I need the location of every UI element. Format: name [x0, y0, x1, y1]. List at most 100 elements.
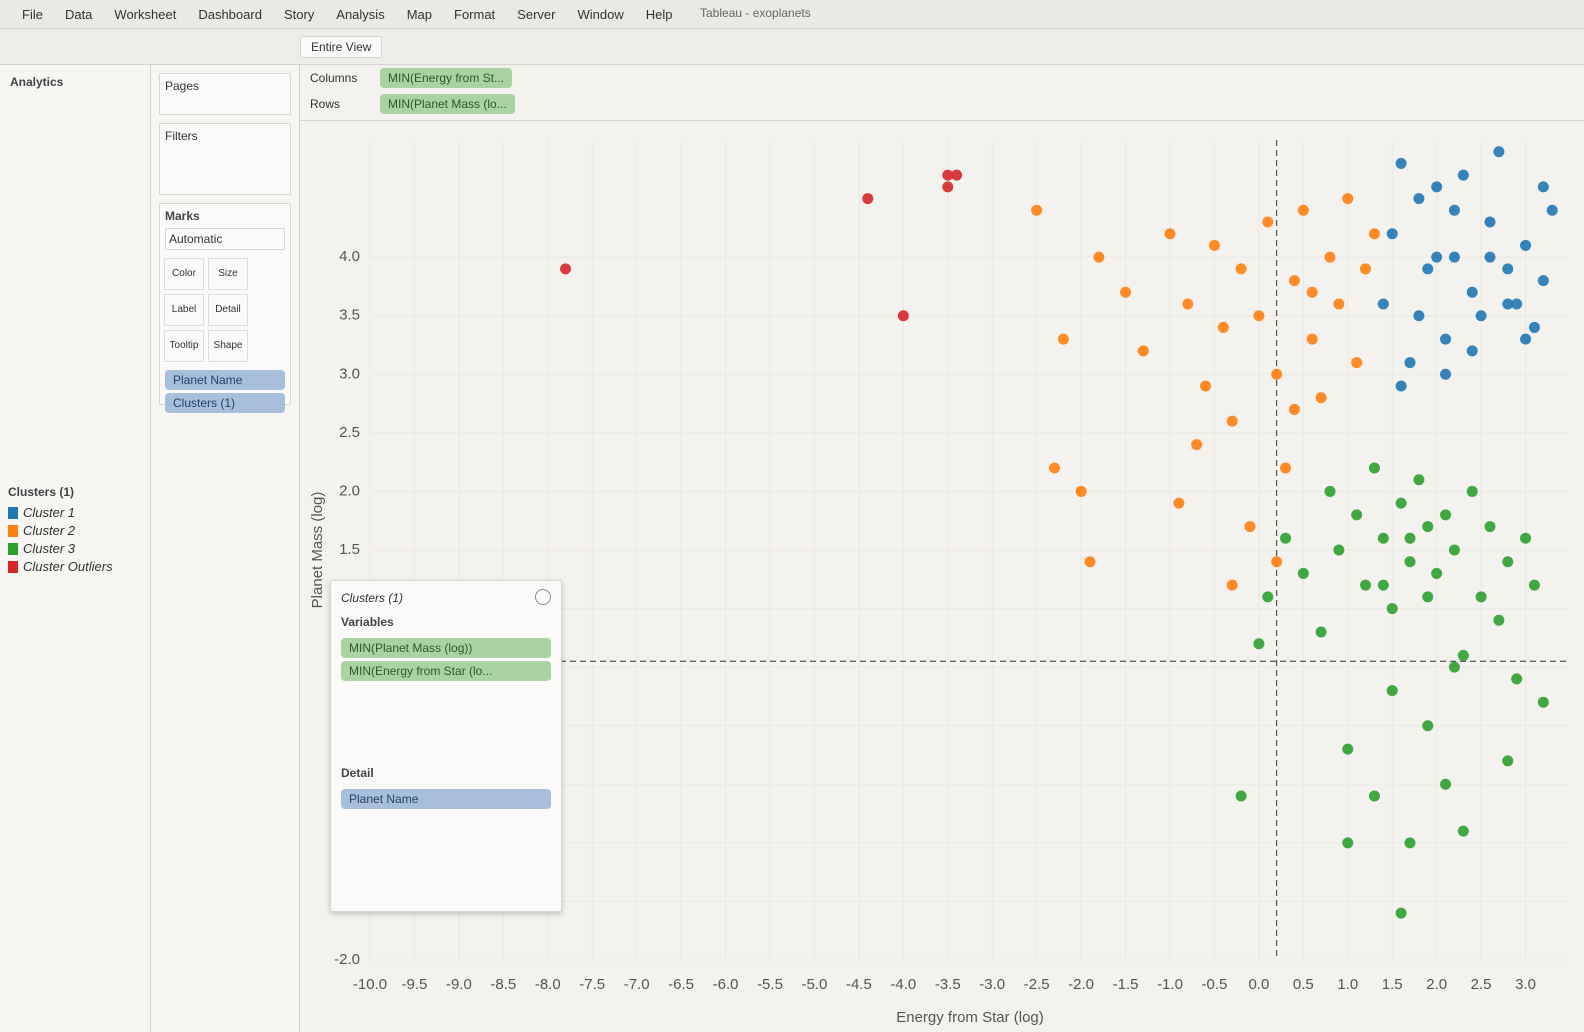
mark-button[interactable]: Tooltip — [164, 330, 204, 362]
point — [1386, 685, 1398, 697]
menu-item[interactable]: File — [22, 6, 43, 22]
point — [1377, 579, 1389, 591]
point — [1422, 591, 1434, 603]
legend-swatch — [8, 506, 18, 519]
menu-item[interactable]: Data — [64, 6, 93, 22]
mark-button[interactable]: Color — [164, 258, 204, 290]
filters-card[interactable]: Filters — [159, 123, 291, 195]
x-tick-label: -8.0 — [535, 976, 561, 993]
point — [1164, 228, 1176, 240]
point — [1493, 614, 1505, 626]
point — [1368, 462, 1380, 474]
rows-label: Rows — [310, 97, 341, 111]
x-tick-label: -9.5 — [402, 976, 428, 993]
x-tick-label: -3.0 — [979, 976, 1005, 993]
cards-pane: Pages Filters Marks Automatic Color Size L… — [151, 65, 300, 1032]
legend-entry[interactable]: Cluster 2 — [8, 523, 143, 538]
point — [1226, 579, 1238, 591]
point — [1404, 357, 1416, 369]
point — [1137, 345, 1149, 357]
mark-pill[interactable]: Clusters (1) — [165, 393, 285, 413]
legend-label: Cluster 2 — [23, 523, 76, 538]
legend-swatch — [8, 542, 18, 555]
y-tick-label: -2.0 — [334, 951, 360, 968]
x-tick-label: -7.5 — [579, 976, 605, 993]
rows-pill[interactable]: MIN(Planet Mass (lo... — [380, 94, 515, 114]
menu-item[interactable]: Format — [454, 6, 496, 22]
point — [1368, 228, 1380, 240]
x-tick-label: -6.0 — [713, 976, 739, 993]
point — [1404, 532, 1416, 544]
mark-type[interactable]: Automatic — [165, 228, 285, 250]
point — [1244, 521, 1256, 533]
point — [1493, 146, 1505, 158]
mark-button[interactable]: Size — [208, 258, 248, 290]
point — [942, 181, 954, 193]
point — [1315, 392, 1327, 404]
point — [1386, 603, 1398, 615]
mark-button[interactable]: Label — [164, 294, 204, 326]
point — [1457, 825, 1469, 837]
x-tick-label: -9.0 — [446, 976, 472, 993]
point — [1360, 579, 1372, 591]
point — [560, 263, 572, 275]
point — [1546, 204, 1558, 216]
legend-entry[interactable]: Cluster 1 — [8, 505, 143, 520]
columns-pill[interactable]: MIN(Energy from St... — [380, 68, 513, 88]
point — [1502, 298, 1514, 310]
menu-item[interactable]: Dashboard — [198, 6, 262, 22]
point — [1377, 532, 1389, 544]
menu-item[interactable]: Window — [577, 6, 624, 22]
menu-item[interactable]: Help — [645, 6, 673, 22]
point — [897, 310, 909, 322]
x-tick-label: -2.5 — [1024, 976, 1050, 993]
point — [1120, 286, 1132, 298]
legend-entry[interactable]: Cluster 3 — [8, 541, 143, 556]
analytics-tab[interactable]: Analytics — [10, 75, 64, 89]
point — [1440, 778, 1452, 790]
menu-item[interactable]: Server — [517, 6, 556, 22]
legend-title: Clusters (1) — [8, 485, 75, 499]
point — [1413, 193, 1425, 205]
y-tick-label: 3.5 — [339, 307, 360, 324]
menu-item[interactable]: Map — [406, 6, 432, 22]
point — [1208, 239, 1220, 251]
point — [1057, 333, 1069, 345]
point — [951, 169, 963, 181]
point — [1448, 204, 1460, 216]
point — [1502, 263, 1514, 275]
legend-entry[interactable]: Cluster Outliers — [8, 559, 143, 574]
point — [1315, 626, 1327, 638]
detail-pill[interactable]: Planet Name — [341, 789, 551, 809]
marks-title: Marks — [165, 209, 200, 223]
window-title: Tableau - exoplanets — [700, 6, 811, 20]
x-tick-label: -8.5 — [490, 976, 516, 993]
point — [1484, 216, 1496, 228]
detail-heading: Detail — [341, 766, 374, 780]
point — [1404, 837, 1416, 849]
menu-item[interactable]: Story — [283, 6, 315, 22]
menu-item[interactable]: Analysis — [336, 6, 385, 22]
y-tick-label: 3.0 — [339, 365, 360, 382]
point — [1537, 275, 1549, 287]
mark-button[interactable]: Shape — [208, 330, 248, 362]
menu-item[interactable]: Worksheet — [114, 6, 177, 22]
x-tick-label: -7.0 — [624, 976, 650, 993]
point — [1466, 485, 1478, 497]
point — [1031, 204, 1043, 216]
variable-pill[interactable]: MIN(Energy from Star (lo... — [341, 661, 551, 681]
toolbar: Entire View — [0, 29, 1584, 65]
point — [1386, 228, 1398, 240]
columns-label: Columns — [310, 71, 358, 85]
point — [1440, 333, 1452, 345]
point — [1431, 567, 1443, 579]
point — [1448, 544, 1460, 556]
close-button[interactable] — [535, 589, 551, 605]
mark-button[interactable]: Detail — [208, 294, 248, 326]
pages-card[interactable]: Pages — [159, 73, 291, 115]
view-dropdown[interactable]: Entire View — [300, 36, 383, 58]
variable-pill[interactable]: MIN(Planet Mass (log)) — [341, 638, 551, 658]
point — [1475, 591, 1487, 603]
point — [1395, 157, 1407, 169]
mark-pill[interactable]: Planet Name — [165, 370, 285, 390]
